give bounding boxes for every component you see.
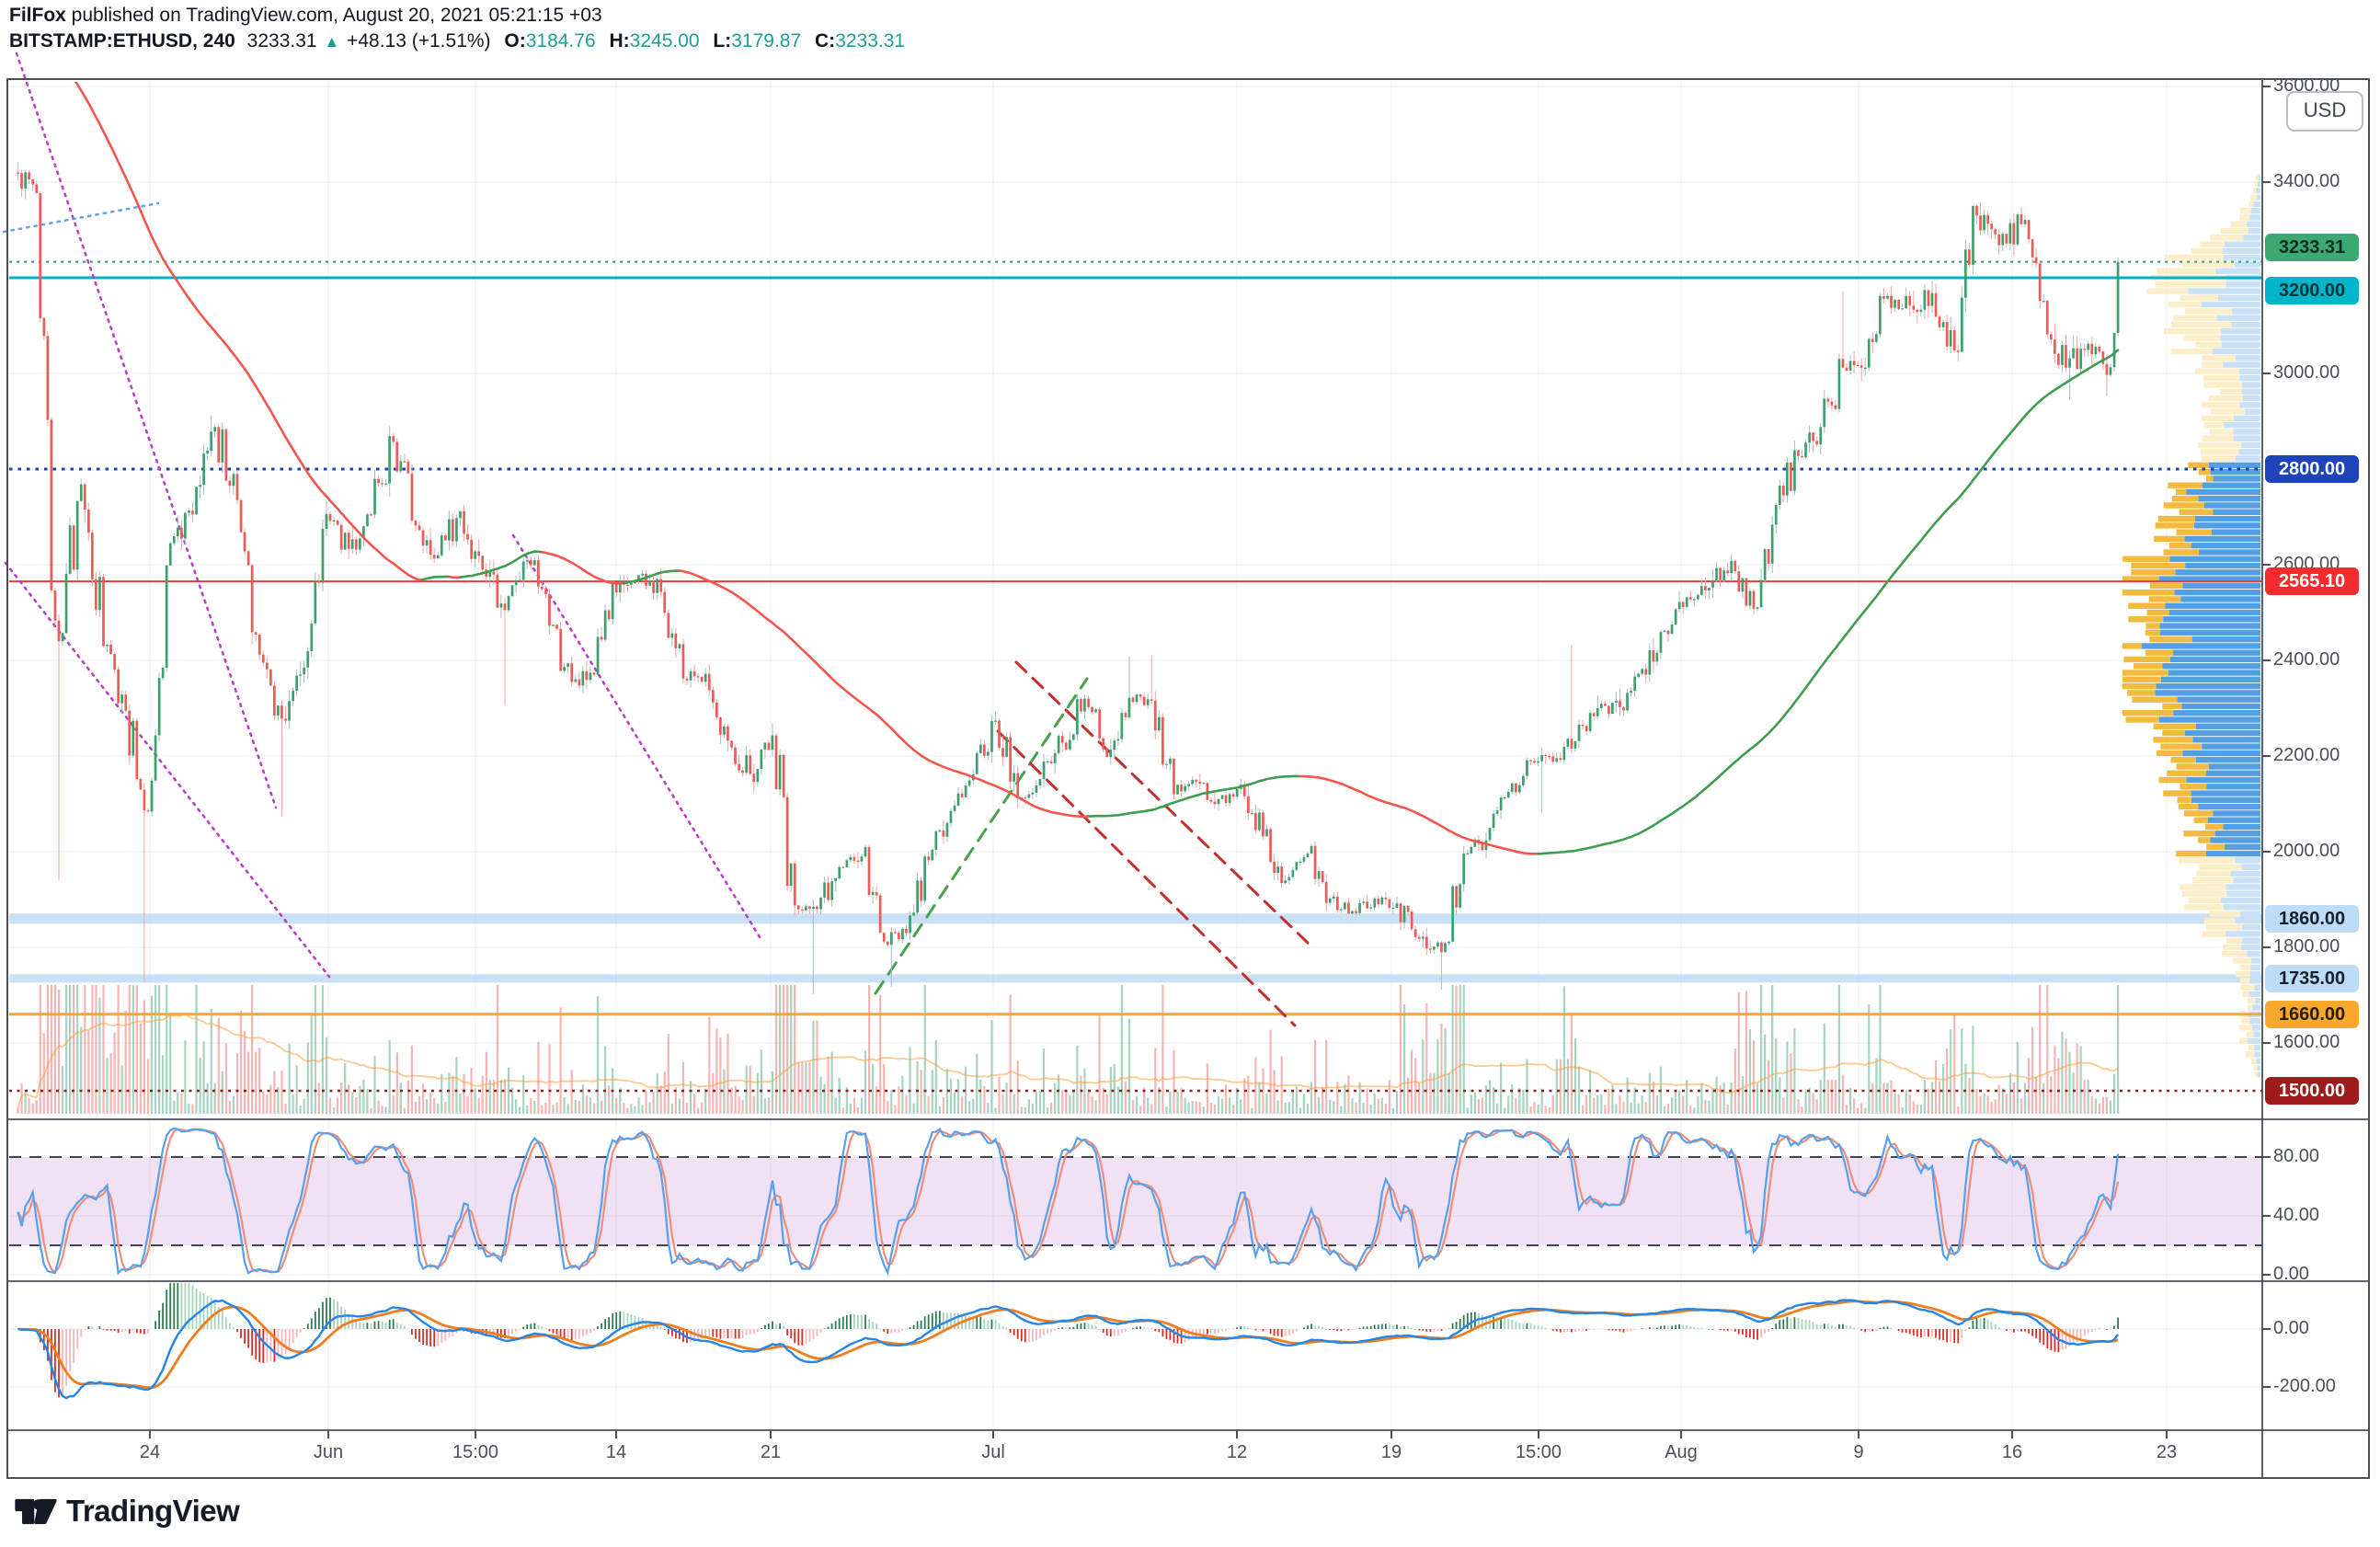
open-label: O: <box>504 30 526 52</box>
tradingview-logo[interactable]: TradingView <box>15 1494 240 1529</box>
open-value: 3184.76 <box>525 30 596 52</box>
byline-text: published on TradingView.com, August 20,… <box>65 5 602 26</box>
close-value: 3233.31 <box>835 30 906 52</box>
close-label: C: <box>815 30 836 52</box>
symbol-legend: BITSTAMP:ETHUSD, 240 3233.31 ▲ +48.13 (+… <box>9 29 905 53</box>
high-label: H: <box>609 30 630 52</box>
chart-header: FilFox published on TradingView.com, Aug… <box>9 4 905 54</box>
last-price: 3233.31 <box>246 30 317 52</box>
byline: FilFox published on TradingView.com, Aug… <box>9 4 905 28</box>
tradingview-logo-icon <box>15 1498 57 1524</box>
high-value: 3245.00 <box>629 30 700 52</box>
tradingview-logo-text: TradingView <box>66 1494 240 1528</box>
low-value: 3179.87 <box>731 30 802 52</box>
up-triangle-icon: ▲ <box>324 33 340 52</box>
author-name: FilFox <box>9 5 66 26</box>
symbol-title[interactable]: BITSTAMP:ETHUSD, 240 <box>9 30 235 52</box>
low-label: L: <box>713 30 732 52</box>
price-change: +48.13 (+1.51%) <box>347 30 491 52</box>
